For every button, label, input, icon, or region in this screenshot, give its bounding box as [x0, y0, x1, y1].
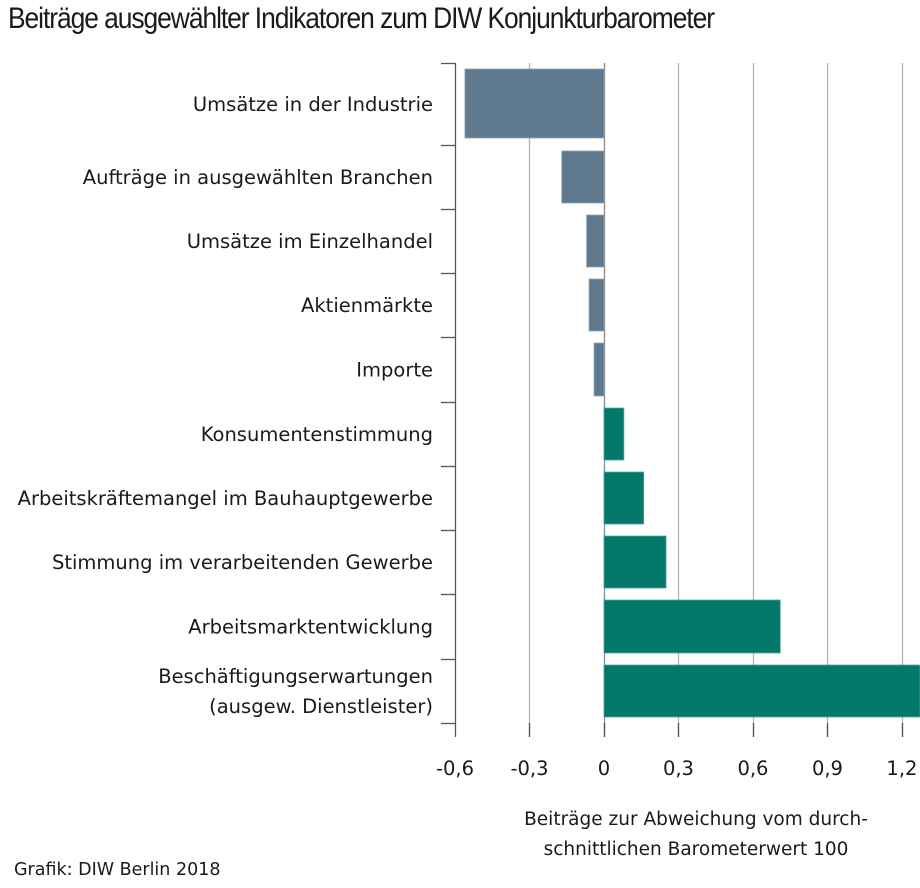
- bar: [603, 599, 781, 654]
- bar: [464, 68, 605, 139]
- category-label: Arbeitskräftemangel im Bauhauptgewerbe: [18, 487, 433, 510]
- x-axis-label-line: Beiträge zur Abweichung vom durch-: [524, 809, 868, 830]
- gridlines: [528, 63, 904, 737]
- bar: [561, 150, 605, 204]
- x-tick-label: 1,2: [886, 757, 917, 780]
- y-axis: [441, 62, 904, 737]
- category-label: Beschäftigungserwartungen: [158, 665, 433, 688]
- x-tick-label: 0,9: [812, 757, 843, 780]
- category-label: Stimmung im verarbeitenden Gewerbe: [52, 551, 433, 574]
- x-axis-label-line: schnittlichen Barometerwert 100: [544, 839, 849, 860]
- bar: [586, 214, 605, 268]
- chart-title: Beiträge ausgewählter Indikatoren zum DI…: [8, 2, 715, 35]
- category-label: Aktienmärkte: [301, 294, 433, 317]
- category-labels: Umsätze in der Industrie Aufträge in ausg…: [18, 93, 433, 718]
- x-tick-label: 0: [598, 757, 610, 780]
- x-axis-label: Beiträge zur Abweichung vom durch-schnit…: [524, 809, 868, 860]
- category-label: Arbeitsmarktentwicklung: [188, 616, 433, 639]
- bar: [588, 278, 605, 332]
- bar: [603, 664, 920, 718]
- x-tick-label: -0,3: [510, 757, 548, 780]
- x-tick-label: 0,6: [737, 757, 768, 780]
- category-label: Konsumentenstimmung: [201, 423, 433, 446]
- category-label: Umsätze im Einzelhandel: [187, 230, 433, 253]
- x-tick-labels: -0,6 -0,3 0 0,3 0,6 0,9 1,2: [436, 757, 917, 780]
- category-label: Aufträge in ausgewählten Branchen: [83, 166, 433, 189]
- source-note: Grafik: DIW Berlin 2018: [14, 860, 221, 880]
- x-tick-label: 0,3: [663, 757, 694, 780]
- bar: [593, 342, 605, 397]
- bar: [603, 471, 645, 525]
- bar: [603, 535, 667, 589]
- x-tick-label: -0,6: [436, 757, 474, 780]
- bar: [603, 407, 625, 461]
- category-label: Umsätze in der Industrie: [193, 93, 433, 116]
- category-label: Importe: [356, 359, 433, 382]
- category-label: (ausgew. Dienstleister): [209, 695, 433, 718]
- bars: [464, 68, 920, 718]
